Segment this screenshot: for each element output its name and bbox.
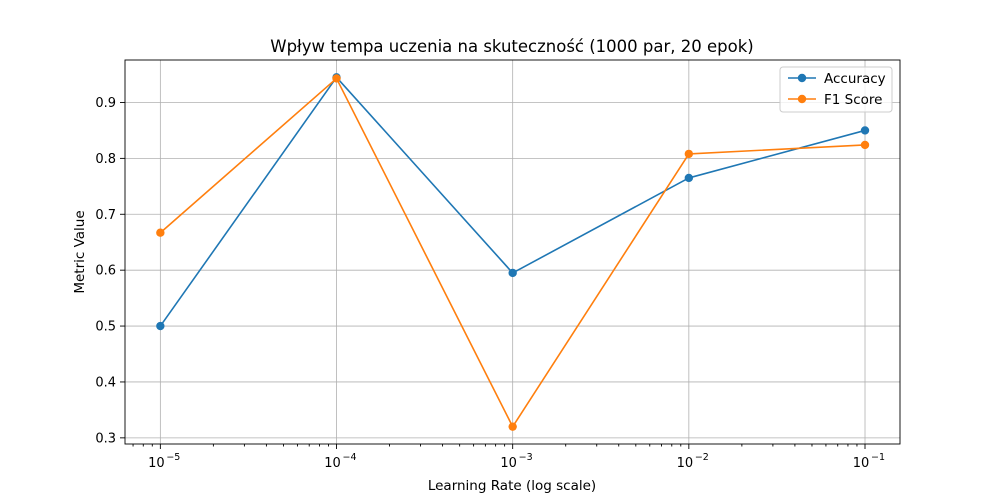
data-point-f1-score — [332, 74, 341, 83]
legend-label-f1-score: F1 Score — [824, 92, 882, 108]
x-tick-label-exponent: −1 — [871, 452, 885, 463]
y-tick-label: 0.4 — [95, 375, 116, 390]
y-tick-label: 0.7 — [95, 208, 116, 223]
x-tick-label: 10 — [677, 456, 694, 471]
data-point-accuracy — [156, 321, 165, 331]
legend: Accuracy F1 Score — [779, 66, 893, 113]
legend-marker-f1-score — [797, 94, 807, 104]
data-point-f1-score — [860, 140, 870, 150]
y-tick-label: 0.9 — [95, 96, 116, 111]
data-point-f1-score — [156, 228, 165, 237]
legend-label-accuracy: Accuracy — [824, 71, 886, 87]
data-point-accuracy — [860, 126, 870, 135]
data-point-f1-score — [684, 149, 694, 159]
legend-marker-accuracy — [797, 73, 807, 83]
grid-layer — [125, 60, 900, 444]
ticks-layer: 10 −5 10 −4 10 −3 10 −2 10 −10.30.40.50.60.70.80.… — [95, 96, 885, 471]
data-point-accuracy — [508, 268, 517, 278]
chart-title: Wpływ tempa uczenia na skuteczność (1000… — [270, 37, 753, 56]
data-point-accuracy — [684, 173, 694, 183]
x-tick-label-exponent: −3 — [519, 452, 533, 463]
x-tick-label-exponent: −2 — [695, 452, 709, 463]
x-axis-label: Learning Rate (log scale) — [428, 478, 596, 494]
x-tick-label-exponent: −5 — [166, 452, 180, 463]
y-axis-label: Metric Value — [72, 210, 88, 293]
series-layer — [156, 73, 870, 431]
x-tick-label: 10 — [324, 456, 341, 471]
x-tick-label: 10 — [500, 456, 517, 471]
y-tick-label: 0.3 — [95, 431, 116, 446]
y-tick-label: 0.8 — [95, 152, 116, 167]
x-tick-label: 10 — [148, 456, 165, 471]
y-tick-label: 0.6 — [95, 264, 116, 279]
y-tick-label: 0.5 — [95, 320, 116, 335]
x-tick-label: 10 — [853, 456, 870, 471]
data-point-f1-score — [508, 422, 517, 431]
x-tick-label-exponent: −4 — [343, 452, 357, 463]
